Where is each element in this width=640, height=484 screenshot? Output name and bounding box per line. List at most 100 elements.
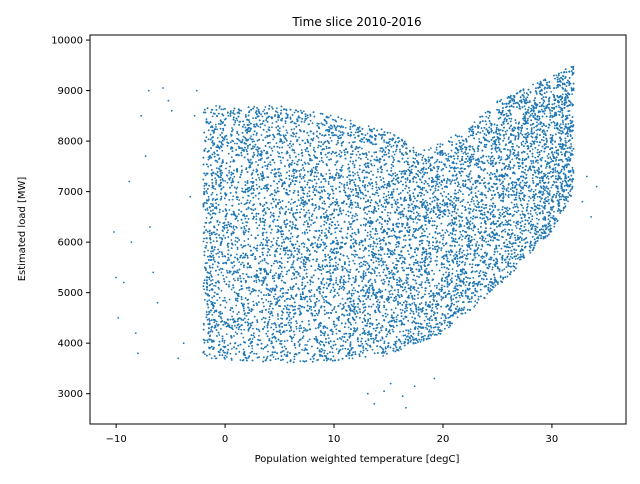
data-point — [458, 244, 461, 247]
data-point — [378, 263, 380, 266]
data-point — [514, 225, 517, 227]
data-point — [278, 199, 281, 201]
data-point — [203, 279, 206, 282]
data-point — [280, 257, 283, 259]
data-point — [253, 105, 256, 108]
data-point — [435, 181, 438, 183]
data-point — [567, 151, 569, 153]
data-point — [352, 254, 355, 256]
data-point — [419, 340, 422, 343]
data-point — [473, 306, 476, 308]
data-point — [277, 330, 279, 333]
data-point — [300, 261, 303, 263]
data-point — [488, 233, 491, 236]
data-point — [530, 188, 533, 191]
data-point — [323, 148, 326, 151]
data-point — [429, 168, 432, 170]
data-point — [538, 115, 541, 118]
data-point — [493, 253, 496, 256]
data-point — [242, 348, 245, 351]
data-point — [336, 220, 339, 223]
data-point — [203, 288, 206, 291]
data-point — [491, 147, 494, 150]
data-point — [529, 190, 532, 192]
data-point — [527, 117, 529, 120]
data-point — [399, 308, 402, 311]
data-point — [344, 151, 346, 154]
data-point — [222, 159, 224, 161]
data-point — [261, 279, 263, 282]
data-point — [270, 245, 272, 248]
data-point — [530, 143, 533, 146]
data-point — [260, 134, 263, 136]
data-point — [538, 218, 540, 221]
data-point — [476, 284, 479, 287]
data-point — [365, 165, 367, 168]
data-point — [247, 318, 250, 321]
data-point — [337, 294, 340, 297]
data-point — [340, 183, 343, 185]
data-point — [214, 172, 217, 175]
data-point — [299, 173, 301, 176]
data-point — [279, 248, 282, 250]
data-point — [326, 156, 328, 159]
data-point — [232, 278, 235, 280]
data-point — [555, 175, 557, 178]
data-point — [329, 137, 332, 139]
data-point — [371, 348, 374, 351]
data-point — [471, 292, 473, 295]
data-point — [545, 146, 548, 148]
data-point — [385, 205, 387, 208]
data-point — [371, 155, 373, 158]
data-point — [226, 244, 229, 247]
data-point — [441, 284, 443, 287]
data-point — [397, 218, 400, 221]
data-point — [256, 304, 258, 306]
data-point — [316, 122, 319, 125]
data-point — [347, 163, 350, 166]
data-point — [225, 167, 227, 170]
data-point — [233, 264, 236, 267]
data-point — [535, 129, 538, 132]
data-point — [506, 129, 509, 132]
data-point — [224, 135, 226, 138]
data-point — [466, 234, 469, 237]
data-point — [516, 106, 518, 108]
data-point — [210, 217, 212, 220]
data-point — [416, 327, 419, 330]
data-point — [231, 315, 234, 318]
data-point — [444, 327, 446, 330]
data-point — [464, 284, 467, 286]
data-point — [469, 220, 472, 223]
data-point — [359, 164, 361, 167]
data-point — [468, 130, 471, 133]
data-point — [348, 221, 350, 223]
data-point — [447, 326, 450, 329]
data-point — [432, 196, 435, 199]
data-point — [553, 127, 556, 130]
data-point — [388, 138, 391, 141]
data-point — [500, 247, 503, 250]
data-point — [515, 249, 517, 252]
data-point — [424, 334, 426, 337]
data-point — [516, 145, 518, 147]
data-point — [555, 163, 558, 166]
data-point — [461, 238, 463, 241]
data-point — [261, 171, 264, 173]
data-point — [511, 99, 514, 102]
data-point — [402, 170, 405, 172]
data-point — [310, 295, 313, 297]
data-point — [571, 149, 573, 152]
data-point — [378, 304, 381, 307]
data-point — [500, 98, 502, 101]
data-point — [384, 288, 387, 291]
data-point — [218, 256, 221, 258]
data-point — [253, 189, 255, 192]
data-point — [487, 218, 489, 221]
data-point — [556, 78, 559, 81]
data-point — [290, 198, 293, 201]
data-point — [342, 132, 345, 135]
data-point — [228, 298, 231, 301]
data-point — [275, 225, 277, 228]
data-point — [278, 146, 281, 149]
